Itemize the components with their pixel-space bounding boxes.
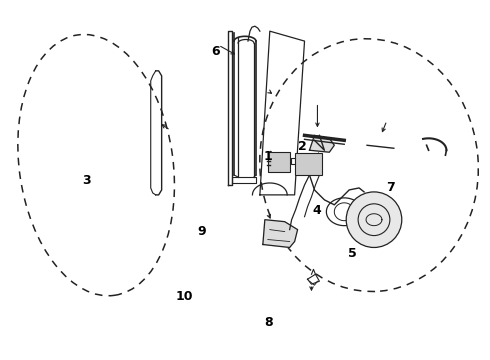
Bar <box>268 152 290 172</box>
Bar <box>294 153 322 175</box>
Text: 1: 1 <box>264 150 273 163</box>
Text: 6: 6 <box>212 45 220 58</box>
Text: 2: 2 <box>298 140 307 153</box>
Text: 5: 5 <box>347 247 356 260</box>
Text: 8: 8 <box>264 316 272 329</box>
Text: 9: 9 <box>197 225 205 238</box>
Circle shape <box>346 192 402 247</box>
Text: 3: 3 <box>83 174 91 186</box>
Text: 7: 7 <box>387 181 395 194</box>
Polygon shape <box>310 135 334 152</box>
Text: 10: 10 <box>175 289 193 303</box>
Polygon shape <box>263 220 297 247</box>
Text: 4: 4 <box>313 204 321 217</box>
